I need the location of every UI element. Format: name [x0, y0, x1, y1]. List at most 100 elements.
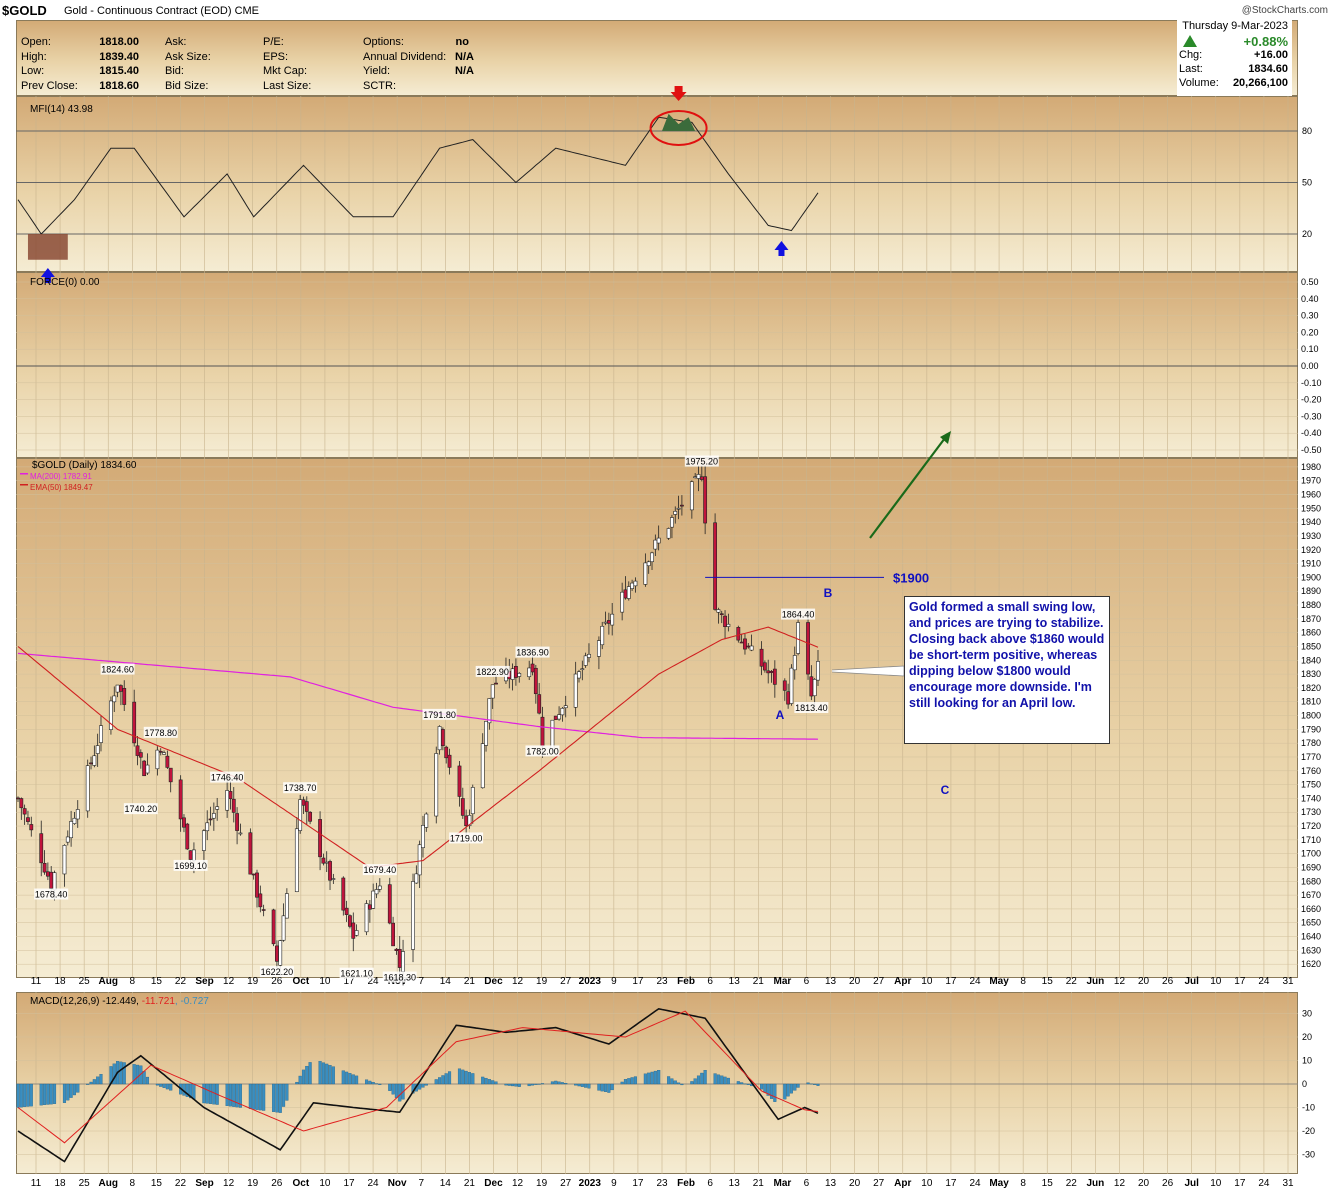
x-axis-label: Sep — [195, 976, 213, 987]
candle-body — [109, 700, 113, 730]
x-axis-label: Apr — [894, 1178, 911, 1189]
wave-c-label: C — [941, 783, 950, 797]
annotation-bg — [100, 663, 135, 675]
candle-body — [467, 815, 472, 827]
quote-info-panel: Open: 1818.00 High: 1839.40 Low: 1815.40 Pr… — [16, 20, 1298, 96]
macd-histogram-bar — [557, 1081, 561, 1085]
macd-histogram-bar — [39, 1083, 43, 1106]
up-arrow-icon — [1183, 35, 1197, 47]
options-label: Options: — [363, 36, 404, 48]
x-axis-label: 15 — [1042, 1178, 1054, 1189]
macd-histogram-bar — [46, 1083, 50, 1105]
x-axis-label: Feb — [677, 1178, 695, 1189]
annotation-bg — [143, 726, 178, 738]
eps-label: EPS: — [263, 50, 289, 63]
ema50-line — [17, 626, 819, 869]
candle-body — [746, 645, 751, 648]
last-size-label: Last Size: — [263, 79, 312, 92]
annotation-bg — [422, 708, 457, 720]
price-tick-label: 1690 — [1301, 862, 1321, 872]
down-arrow-icon — [670, 86, 687, 101]
macd-tick-label: 10 — [1302, 1056, 1312, 1066]
candle-body — [324, 861, 329, 864]
macd-histogram-bar — [600, 1083, 604, 1092]
macd-histogram-bar — [208, 1083, 213, 1104]
mfi-overbought-fill — [661, 113, 696, 131]
macd-histogram-bar — [657, 1070, 661, 1085]
target-arrowhead-icon — [940, 431, 951, 444]
up-arrow-icon — [40, 268, 55, 283]
x-axis-label: Mar — [773, 976, 791, 987]
candle-body — [719, 613, 724, 615]
candle-body — [192, 849, 196, 861]
price-annotation: 1738.70 — [284, 783, 317, 793]
candle-body — [271, 909, 276, 945]
price-tick-label: 1750 — [1301, 780, 1321, 790]
force-legend: FORCE(0) 0.00 — [30, 277, 100, 288]
x-axis-label: 24 — [368, 976, 380, 987]
candle-body — [424, 813, 429, 828]
macd-histogram-bar — [99, 1074, 103, 1085]
macd-histogram-bar — [364, 1079, 369, 1085]
macd-histogram-bar — [185, 1083, 189, 1097]
candle-body — [52, 872, 57, 891]
force-tick-label: 0.30 — [1301, 311, 1319, 321]
candle-body — [351, 922, 356, 939]
candle-body — [65, 836, 70, 843]
x-axis-label: 27 — [873, 976, 885, 987]
macd-histogram-bar — [627, 1078, 631, 1085]
macd-histogram-bar — [713, 1073, 717, 1085]
candle-body — [112, 695, 117, 703]
chg-value: +16.00 — [1254, 49, 1288, 61]
x-axis-label: 27 — [560, 976, 572, 987]
open-label: Open: — [21, 36, 51, 48]
candle-body — [371, 890, 376, 909]
macd-histogram-bar — [96, 1076, 100, 1085]
candle-body — [178, 779, 183, 820]
candle-body — [530, 663, 535, 673]
macd-histogram-bar — [723, 1076, 727, 1085]
candle-body — [769, 670, 774, 673]
candle-body — [670, 517, 674, 528]
x-axis-label: 17 — [632, 1178, 644, 1189]
macd-histogram-bar — [398, 1083, 402, 1102]
price-tick-label: 1970 — [1301, 476, 1321, 486]
x-axis-label: 11 — [31, 1178, 42, 1189]
candle-body — [796, 622, 800, 654]
macd-histogram-bar — [169, 1083, 173, 1091]
candle-body — [201, 830, 206, 851]
macd-histogram-bar — [318, 1061, 322, 1085]
up-arrow-icon — [774, 241, 789, 256]
level-1900-label: $1900 — [893, 570, 929, 585]
macd-histogram-bar — [796, 1083, 800, 1088]
x-axis-label: Aug — [99, 1178, 118, 1189]
force-tick-label: -0.40 — [1301, 428, 1322, 438]
candle-body — [215, 806, 220, 810]
price-tick-label: 1740 — [1301, 793, 1321, 803]
macd-histogram-bar — [378, 1083, 382, 1085]
candle-body — [646, 561, 651, 567]
candle-body — [603, 621, 608, 624]
candle-body — [484, 721, 488, 746]
macd-histogram-bar — [225, 1083, 229, 1106]
candle-body — [560, 707, 565, 716]
x-axis-label: 21 — [753, 1178, 765, 1189]
candle-body — [679, 504, 684, 507]
candle-body — [736, 627, 741, 641]
macd-histogram-bar — [760, 1083, 764, 1090]
last-row: Last: 1834.60 — [1179, 63, 1288, 77]
candle-body — [275, 945, 279, 962]
macd-histogram-bar — [351, 1074, 355, 1085]
force-panel — [16, 272, 1298, 458]
price-tick-label: 1860 — [1301, 628, 1321, 638]
candle-body — [16, 797, 20, 800]
macd-histogram-bar — [464, 1070, 468, 1085]
macd-histogram-bar — [564, 1082, 568, 1085]
candle-body — [231, 798, 236, 813]
price-annotation: 1678.40 — [35, 890, 68, 900]
x-axis-label: 9 — [611, 1178, 617, 1189]
macd-histogram-bar — [66, 1083, 70, 1101]
macd-histogram-bar — [809, 1083, 813, 1085]
candle-body — [211, 813, 216, 819]
